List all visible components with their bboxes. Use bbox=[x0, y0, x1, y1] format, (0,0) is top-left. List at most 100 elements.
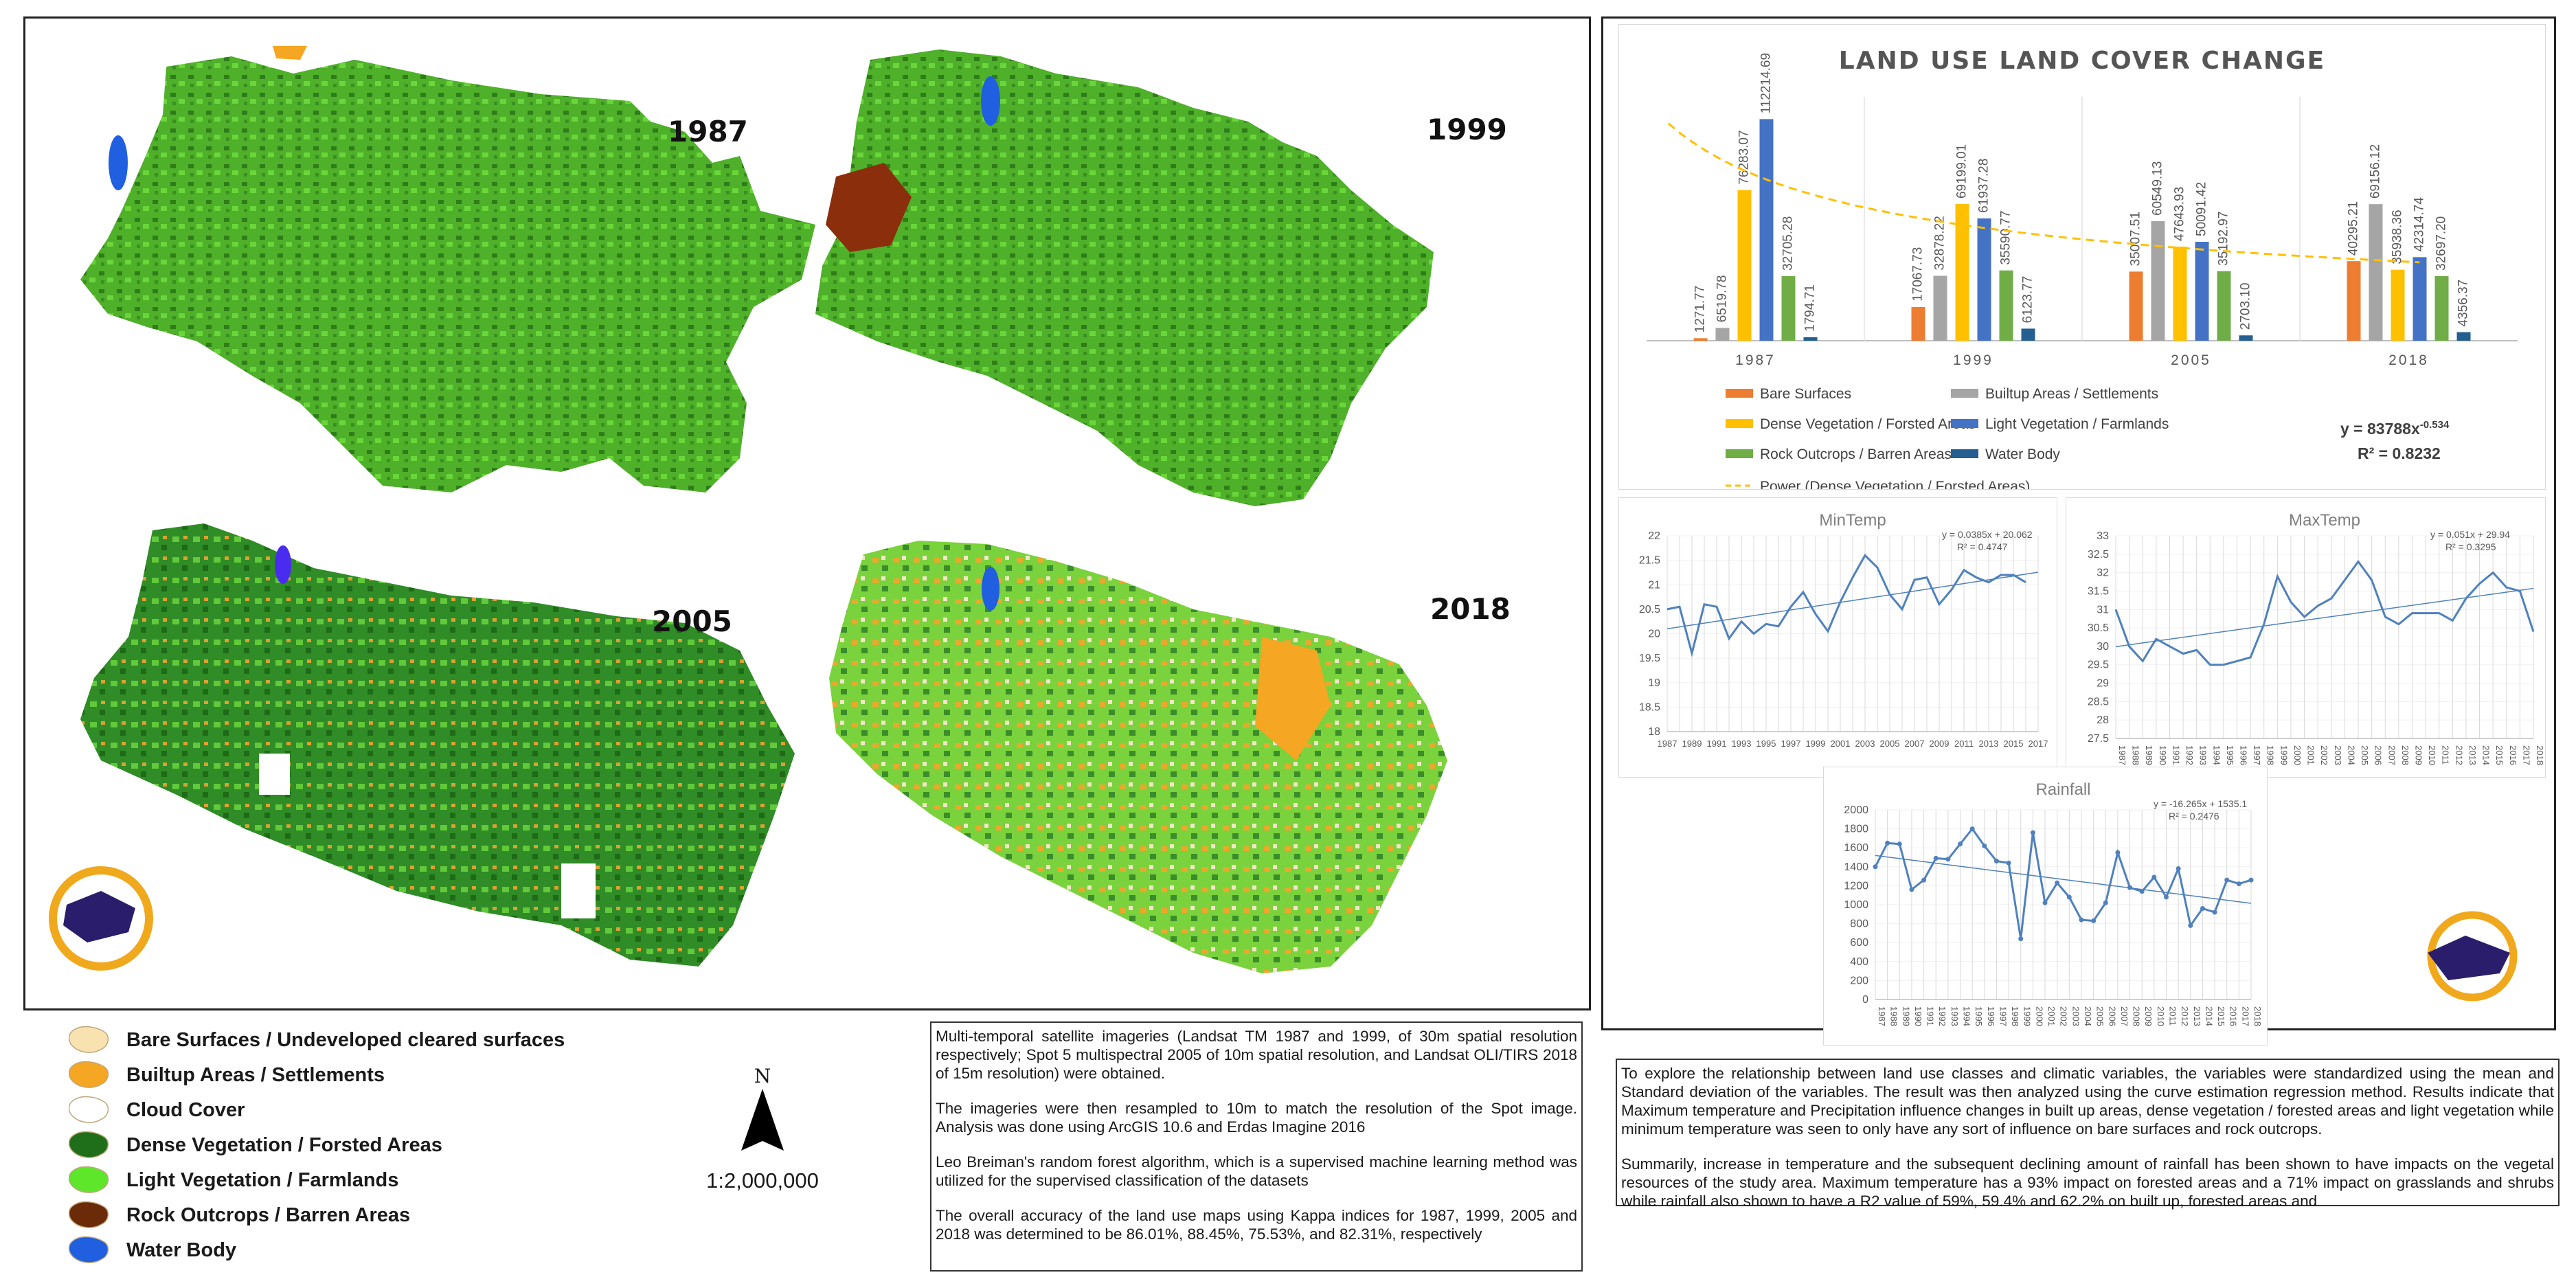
bar bbox=[2151, 221, 2165, 341]
x-tick-label: 2008 bbox=[2400, 745, 2410, 765]
trendline-r2: R² = 0.8232 bbox=[2358, 444, 2441, 462]
data-point bbox=[1897, 841, 1902, 847]
map-1999 bbox=[815, 49, 1434, 506]
x-tick-label: 2007 bbox=[2386, 745, 2397, 765]
x-tick-label: 2001 bbox=[1831, 738, 1851, 749]
bar bbox=[2021, 328, 2035, 341]
trendline bbox=[1667, 572, 2039, 630]
data-point bbox=[1982, 843, 1987, 848]
x-tick-label: 2016 bbox=[2508, 745, 2518, 765]
data-point bbox=[2212, 909, 2217, 915]
bar-data-label: 32878.22 bbox=[1933, 216, 1947, 270]
lulc-chart-frame: LAND USE LAND COVER CHANGE 1271.77 6519.7… bbox=[1618, 24, 2546, 490]
bar-data-label: 35590.77 bbox=[1999, 210, 2013, 264]
y-tick-label: 30 bbox=[2097, 641, 2109, 653]
data-point bbox=[2236, 881, 2241, 887]
x-tick-label: 1993 bbox=[2198, 745, 2208, 765]
rainfall-chart: Rainfall 0 200 400 600 800 1000 1200 1400 1600 180… bbox=[1844, 780, 2263, 1026]
x-tick-label: 1989 bbox=[1682, 738, 1702, 749]
chart-title: MinTemp bbox=[1819, 511, 1886, 530]
x-tick-label: 1997 bbox=[1781, 738, 1801, 749]
x-tick-label: 1989 bbox=[2144, 745, 2154, 765]
bar bbox=[2413, 257, 2427, 341]
chart-title: Rainfall bbox=[2035, 780, 2090, 799]
data-point bbox=[2248, 877, 2254, 883]
legend-label: Bare Surfaces bbox=[1760, 386, 1851, 402]
x-tick-label: 1987 bbox=[1735, 352, 1776, 368]
data-point bbox=[2200, 906, 2205, 912]
legend-label: Light Vegetation / Farmlands bbox=[126, 1168, 399, 1191]
bar bbox=[1911, 306, 1925, 341]
series-line bbox=[1874, 827, 2252, 939]
y-tick-label: 21.5 bbox=[1639, 555, 1660, 567]
x-tick-label: 1988 bbox=[2131, 745, 2141, 765]
north-arrow-icon bbox=[741, 1089, 784, 1151]
trendline-equation: y = 83788x-0.534 bbox=[2340, 419, 2450, 438]
x-tick-label: 2011 bbox=[1954, 738, 1974, 749]
legend-item: Water Body bbox=[68, 1234, 236, 1267]
x-tick-label: 2009 bbox=[2143, 1006, 2154, 1026]
map-2005 bbox=[80, 523, 795, 967]
x-tick-label: 1996 bbox=[1986, 1006, 1996, 1026]
bar-data-label: 76283.07 bbox=[1737, 130, 1752, 184]
data-point bbox=[2079, 917, 2084, 923]
y-tick-label: 22 bbox=[1648, 530, 1660, 542]
bar-data-label: 69199.01 bbox=[1955, 144, 1969, 199]
x-tick-label: 1992 bbox=[2184, 745, 2195, 765]
x-tick-label: 1987 bbox=[1658, 738, 1677, 749]
bar-data-label: 42314.74 bbox=[2413, 197, 2427, 252]
y-tick-label: 19 bbox=[1648, 677, 1660, 689]
x-tick-label: 2002 bbox=[2059, 1006, 2069, 1026]
x-tick-label: 1995 bbox=[1974, 1006, 1984, 1026]
x-tick-label: 2010 bbox=[2156, 1006, 2166, 1026]
lulc-chart: 1271.77 6519.78 76283.07 112214.69 32705.28 1… bbox=[1647, 53, 2518, 489]
x-tick-label: 1997 bbox=[1998, 1006, 2008, 1026]
y-tick-label: 1800 bbox=[1844, 824, 1868, 835]
x-tick-label: 2014 bbox=[2204, 1006, 2214, 1026]
legend-swatch bbox=[68, 1201, 110, 1230]
data-point bbox=[1945, 857, 1951, 862]
legend-swatch bbox=[68, 1061, 110, 1089]
bar-data-label: 50091.42 bbox=[2195, 182, 2209, 236]
bar bbox=[2347, 261, 2361, 341]
legend-label: Rock Outcrops / Barren Areas bbox=[1760, 447, 1952, 462]
results-paragraph: Summarily, increase in temperature and t… bbox=[1621, 1155, 2554, 1210]
x-tick-label: 2002 bbox=[2319, 745, 2329, 765]
data-point bbox=[2176, 866, 2181, 872]
legend-swatch bbox=[68, 1096, 110, 1125]
legend-swatch bbox=[1726, 389, 1753, 398]
mintemp-chart-frame: MinTemp 18 18.5 19 19.5 20 20.5 21 21.5 22 y = 0.0… bbox=[1618, 497, 2057, 778]
x-tick-label: 2006 bbox=[2107, 1006, 2117, 1026]
legend-swatch bbox=[1951, 449, 1978, 458]
legend-item: Rock Outcrops / Barren Areas bbox=[68, 1199, 411, 1232]
data-point bbox=[2188, 923, 2193, 928]
company-logo bbox=[49, 866, 153, 971]
x-tick-label: 1991 bbox=[2171, 745, 2181, 765]
y-tick-label: 0 bbox=[1862, 994, 1868, 1006]
bar-data-label: 40295.21 bbox=[2347, 201, 2361, 256]
y-tick-label: 29 bbox=[2097, 678, 2109, 690]
legend-label: Rock Outcrops / Barren Areas bbox=[126, 1204, 411, 1226]
y-tick-label: 32.5 bbox=[2088, 549, 2109, 561]
y-tick-label: 31 bbox=[2097, 604, 2109, 615]
x-tick-label: 2007 bbox=[1905, 738, 1925, 749]
methods-text-box: Multi-temporal satellite imageries (Land… bbox=[930, 1021, 1583, 1272]
company-logo-right bbox=[2427, 911, 2518, 1002]
x-tick-label: 1995 bbox=[1756, 738, 1776, 749]
bar-data-label: 47643.93 bbox=[2173, 187, 2187, 241]
x-tick-label: 1999 bbox=[2279, 745, 2289, 765]
data-point bbox=[2066, 894, 2072, 900]
bar bbox=[2456, 332, 2471, 341]
map-canvas bbox=[49, 46, 1447, 973]
data-point bbox=[2139, 889, 2145, 894]
north-letter: N bbox=[754, 1065, 771, 1087]
x-tick-label: 1999 bbox=[1806, 738, 1826, 749]
x-tick-label: 2003 bbox=[2070, 1006, 2081, 1026]
results-paragraph: To explore the relationship between land… bbox=[1621, 1065, 2554, 1138]
y-tick-label: 19.5 bbox=[1639, 653, 1660, 664]
trendline bbox=[1667, 122, 2420, 264]
x-tick-label: 2009 bbox=[2413, 745, 2424, 765]
y-tick-label: 1200 bbox=[1844, 880, 1868, 892]
bar bbox=[2369, 204, 2383, 341]
bar-data-label: 61937.28 bbox=[1977, 159, 1991, 213]
